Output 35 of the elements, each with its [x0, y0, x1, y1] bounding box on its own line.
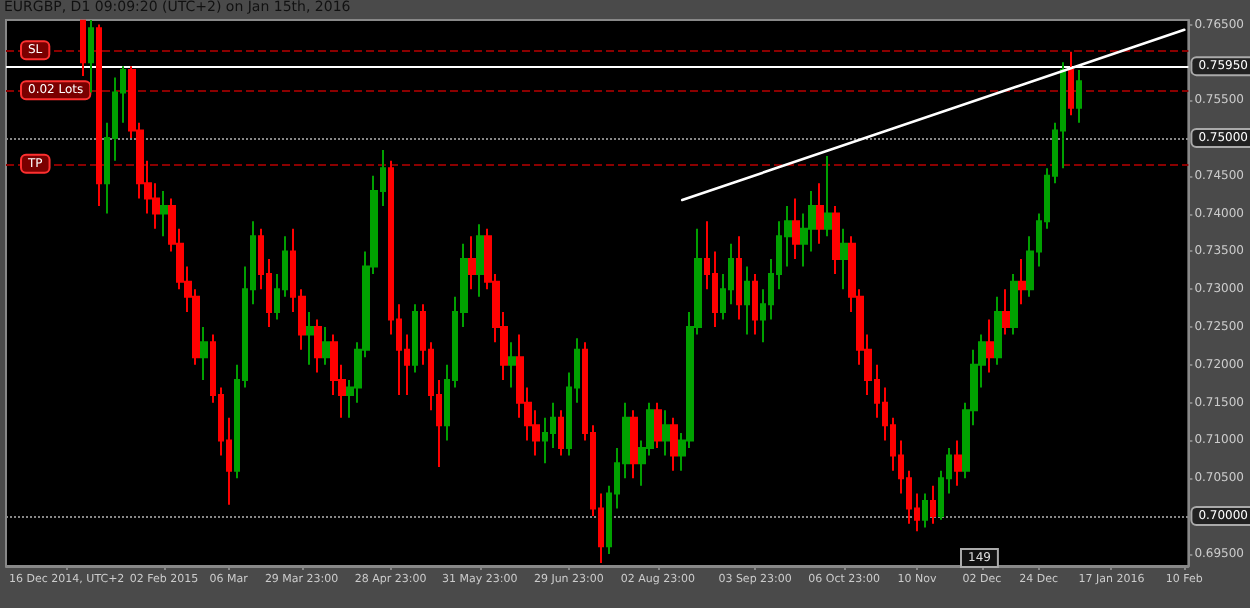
candlestick: [1076, 68, 1082, 124]
candlestick: [1018, 257, 1026, 306]
candlestick: [654, 401, 662, 450]
candlestick: [752, 273, 758, 336]
candlestick: [662, 409, 670, 457]
candlestick: [744, 265, 750, 336]
candlestick: [508, 341, 516, 389]
candlestick: [468, 235, 476, 291]
candlestick: [930, 484, 936, 525]
candlestick: [160, 189, 168, 238]
candlestick: [840, 227, 848, 291]
candlestick: [670, 416, 678, 472]
candlestick: [200, 326, 208, 381]
candlestick: [476, 223, 484, 298]
candlestick: [88, 19, 94, 94]
candlestick: [630, 409, 638, 480]
candlestick: [1010, 273, 1018, 336]
candlestick: [824, 155, 832, 238]
candlestick: [736, 235, 742, 321]
candlestick: [922, 492, 928, 529]
candlestick: [994, 295, 1002, 366]
candlestick: [80, 19, 86, 77]
candlestick: [96, 23, 102, 208]
candlestick: [1068, 50, 1074, 117]
candlestick: [558, 409, 564, 457]
candlestick: [986, 318, 994, 374]
candlestick: [306, 310, 314, 366]
candlestick: [816, 182, 824, 245]
candlestick: [412, 303, 418, 374]
candlestick: [954, 439, 962, 487]
candlestick: [1002, 288, 1010, 336]
candlestick: [792, 197, 800, 260]
candlestick: [314, 318, 322, 374]
candlestick: [832, 205, 840, 276]
candlestick: [322, 326, 330, 366]
